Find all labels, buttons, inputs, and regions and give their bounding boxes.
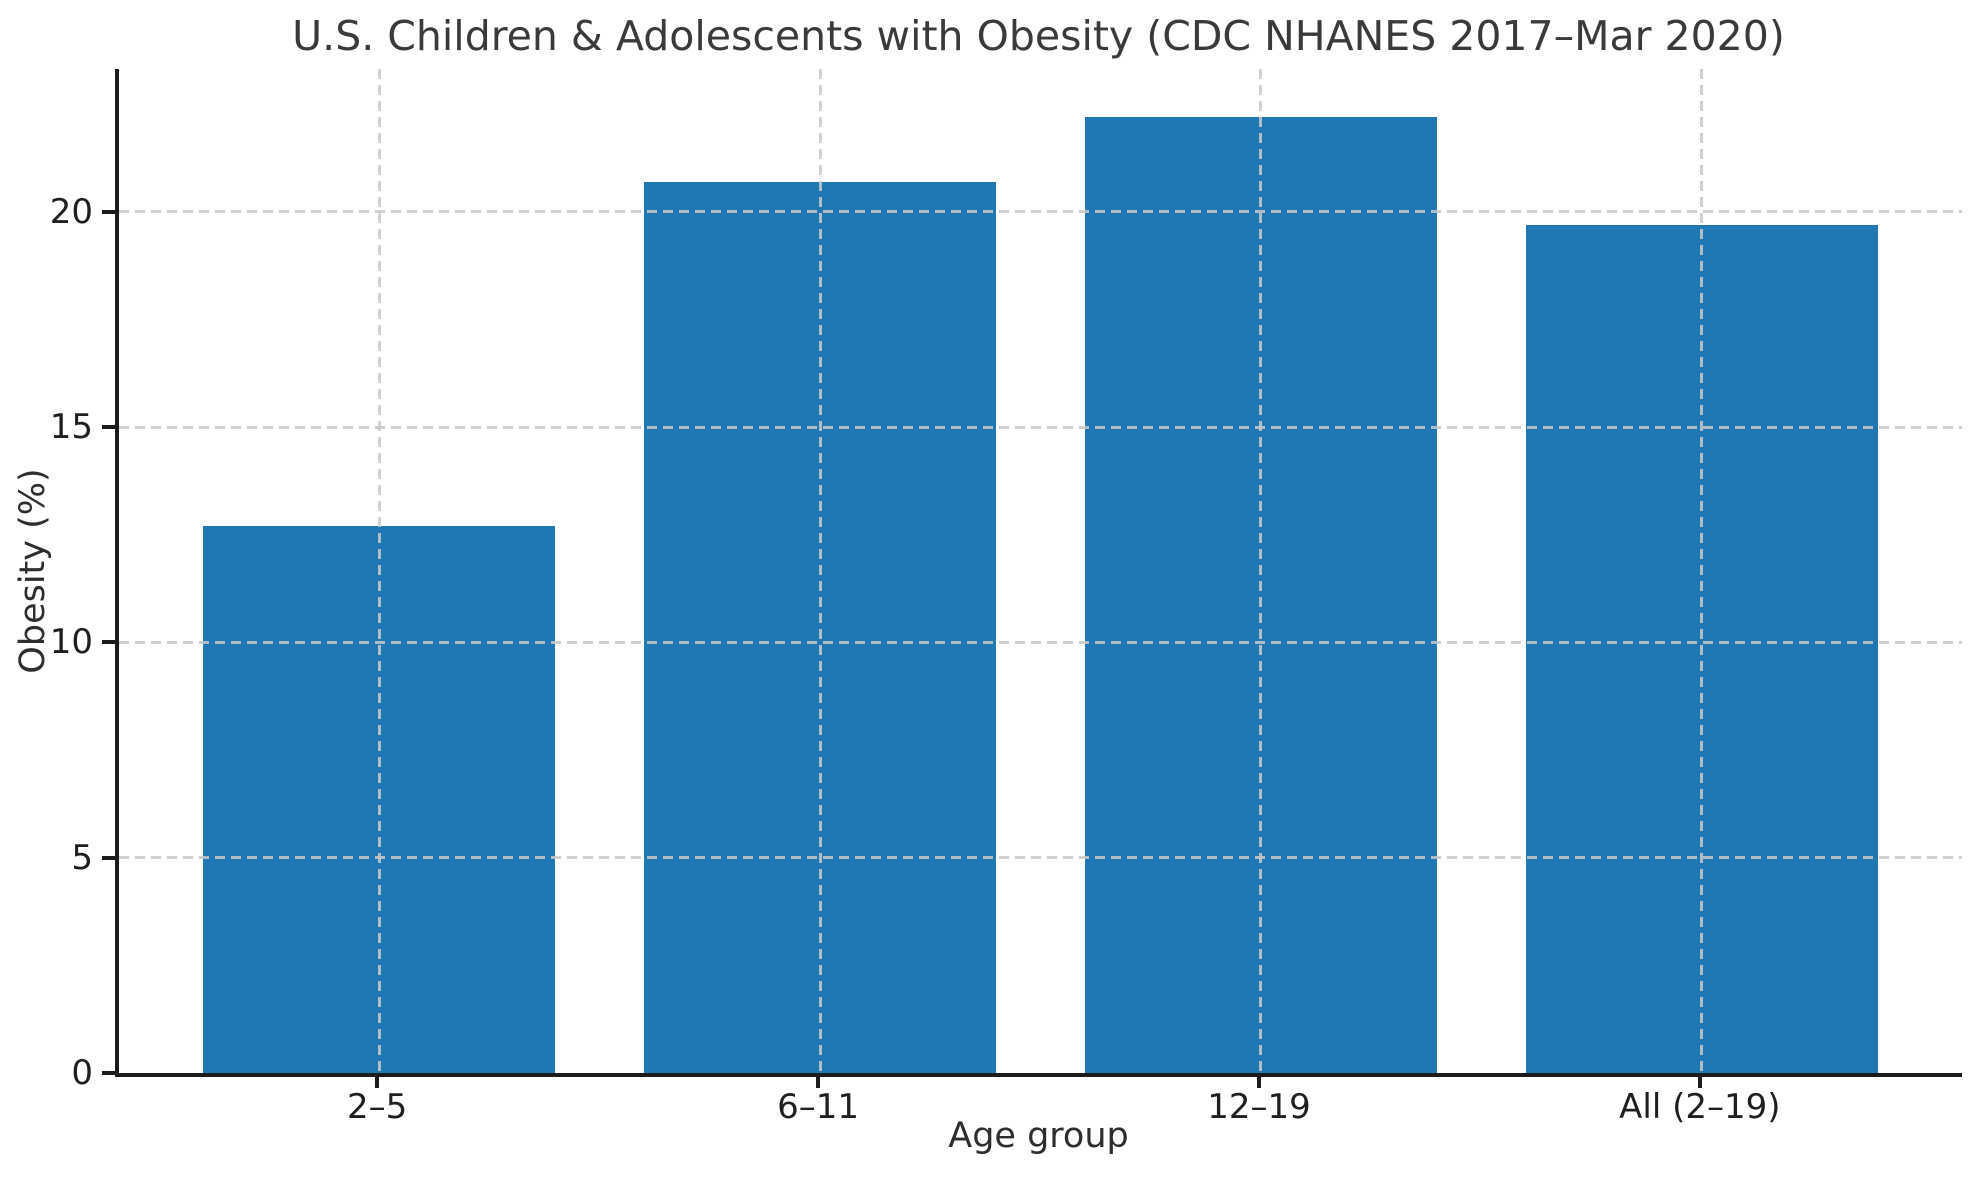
- x-tick-mark-2–5: [375, 1075, 380, 1088]
- y-tick-label-0: 0: [71, 1053, 93, 1093]
- y-tick-mark-0: [102, 1071, 115, 1075]
- plot-area: [115, 69, 1962, 1077]
- y-tick-mark-15: [102, 425, 115, 430]
- x-tick-label-12–19: 12–19: [1207, 1087, 1311, 1127]
- x-tick-label-2–5: 2–5: [346, 1087, 408, 1127]
- gridline-h-20: [119, 210, 1962, 214]
- y-tick-label-20: 20: [49, 191, 93, 232]
- x-tick-mark-6–11: [816, 1075, 821, 1088]
- x-tick-label-All (2–19): All (2–19): [1619, 1087, 1781, 1127]
- chart-title: U.S. Children & Adolescents with Obesity…: [292, 12, 1785, 60]
- x-tick-label-6–11: 6–11: [777, 1087, 859, 1127]
- y-tick-label-5: 5: [71, 837, 93, 878]
- x-tick-mark-All (2–19): [1697, 1075, 1702, 1088]
- gridline-v-2–5: [377, 69, 381, 1073]
- gridline-v-12–19: [1259, 69, 1263, 1073]
- x-axis-label: Age group: [948, 1116, 1129, 1156]
- y-tick-mark-5: [102, 855, 115, 860]
- y-tick-mark-10: [102, 640, 115, 645]
- gridline-v-All (2–19): [1700, 69, 1704, 1073]
- y-tick-label-10: 10: [49, 622, 93, 663]
- gridline-h-15: [119, 425, 1962, 429]
- x-tick-mark-12–19: [1256, 1075, 1261, 1088]
- gridline-h-10: [119, 640, 1962, 644]
- gridline-v-6–11: [818, 69, 822, 1073]
- gridline-h-5: [119, 856, 1962, 860]
- y-tick-mark-20: [102, 209, 115, 214]
- y-axis-label: Obesity (%): [13, 468, 53, 674]
- y-tick-label-15: 15: [49, 407, 93, 448]
